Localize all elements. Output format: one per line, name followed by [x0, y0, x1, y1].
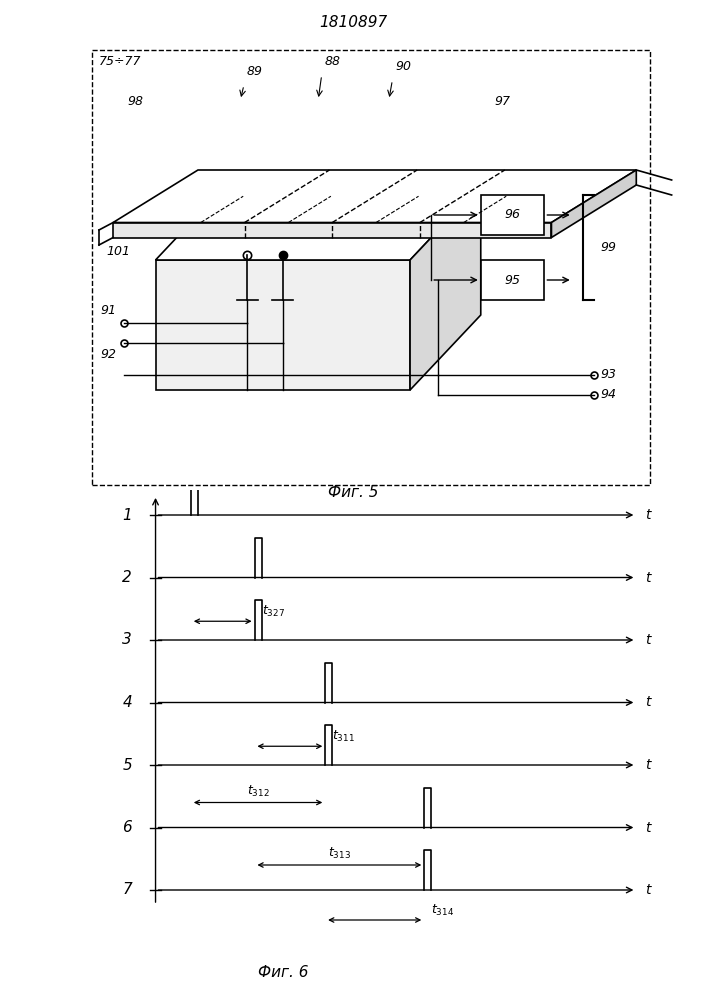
Text: 7: 7 [122, 883, 132, 898]
Polygon shape [410, 185, 481, 390]
Bar [481, 260, 544, 300]
Text: 89: 89 [247, 65, 262, 78]
Text: 88: 88 [325, 55, 340, 68]
Text: Фиг. 6: Фиг. 6 [257, 965, 308, 980]
Text: t: t [645, 758, 650, 772]
Text: $t_{314}$: $t_{314}$ [431, 902, 455, 918]
Text: 4: 4 [122, 695, 132, 710]
Text: 90: 90 [395, 60, 411, 73]
Text: 1: 1 [122, 508, 132, 522]
Text: 99: 99 [601, 241, 617, 254]
Polygon shape [156, 260, 410, 390]
Polygon shape [113, 170, 636, 223]
Text: 91: 91 [100, 304, 117, 318]
Text: 93: 93 [601, 368, 617, 381]
Polygon shape [551, 170, 636, 237]
Text: 95: 95 [505, 273, 520, 286]
Text: t: t [645, 570, 650, 584]
Text: 101: 101 [106, 245, 130, 258]
Text: t: t [645, 508, 650, 522]
Text: 2: 2 [122, 570, 132, 585]
Text: 3: 3 [122, 633, 132, 648]
Text: $t_{313}$: $t_{313}$ [328, 846, 351, 861]
Text: t: t [645, 820, 650, 834]
Text: 92: 92 [100, 348, 117, 360]
Text: 94: 94 [601, 388, 617, 401]
Text: 97: 97 [495, 95, 511, 108]
Text: $t_{312}$: $t_{312}$ [247, 783, 269, 798]
Text: $t_{327}$: $t_{327}$ [262, 604, 284, 619]
Bar [481, 195, 544, 235]
Polygon shape [113, 223, 551, 237]
Text: 6: 6 [122, 820, 132, 835]
Polygon shape [156, 185, 481, 260]
Text: t: t [645, 696, 650, 710]
Text: 96: 96 [505, 209, 520, 222]
Text: t: t [645, 883, 650, 897]
Text: Фиг. 5: Фиг. 5 [328, 485, 379, 500]
Text: 5: 5 [122, 758, 132, 772]
Text: t: t [645, 633, 650, 647]
Text: 1810897: 1810897 [320, 15, 387, 30]
Text: 98: 98 [127, 95, 144, 108]
Text: 75÷77: 75÷77 [99, 55, 141, 68]
Text: $t_{311}$: $t_{311}$ [332, 729, 355, 744]
